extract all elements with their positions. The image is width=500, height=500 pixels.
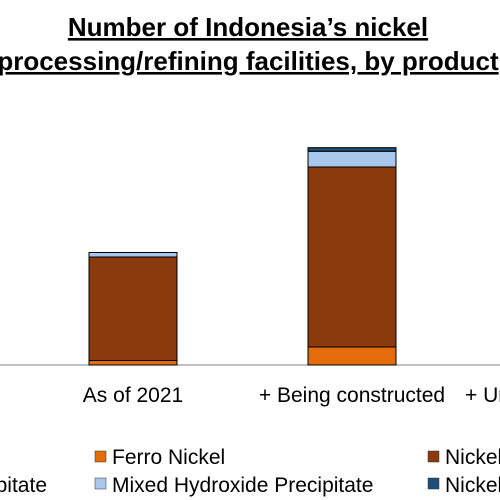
legend-label-clipped-left: ecipitate bbox=[0, 474, 47, 497]
chart-title-line-1: Number of Indonesia’s nickel bbox=[68, 12, 428, 42]
chart-title-line-2: processing/refining facilities, by produ… bbox=[0, 46, 499, 76]
legend-item-nickel-matte: Nickel Matte bbox=[427, 474, 500, 497]
bars bbox=[88, 147, 397, 366]
category-labels: As of 2021 + Being constructed + Under p… bbox=[83, 384, 500, 407]
legend-swatch-nickel-pig-iron bbox=[427, 450, 440, 463]
bar-being-constructed-nickel-matte bbox=[307, 147, 397, 152]
legend-label-ferro-nickel: Ferro Nickel bbox=[112, 446, 225, 469]
bar-being-constructed-mixed-hydroxide-precipitate bbox=[307, 150, 397, 168]
bar-being-constructed-ferro-nickel bbox=[307, 346, 397, 366]
bar-being-constructed-nickel-pig-iron bbox=[307, 166, 397, 348]
legend-label-nickel-matte: Nickel Matte bbox=[445, 474, 500, 497]
legend-swatch-mixed-hydroxide-precipitate bbox=[94, 477, 107, 490]
legend-item-nickel-pig-iron: Nickel Pig Iron bbox=[427, 446, 500, 469]
bar-as-of-2021-nickel-pig-iron bbox=[88, 256, 178, 361]
category-label-being-constructed: + Being constructed bbox=[259, 384, 445, 407]
legend-label-mixed-hydroxide-precipitate: Mixed Hydroxide Precipitate bbox=[112, 474, 373, 497]
legend-swatch-nickel-matte bbox=[427, 477, 440, 490]
legend-label-nickel-pig-iron: Nickel Pig Iron bbox=[445, 446, 500, 469]
category-label-under-planning: + Under planning bbox=[465, 384, 500, 407]
legend: Ferro Nickel Nickel Pig Iron Mixed Hydro… bbox=[0, 446, 500, 497]
legend-item-mixed-hydroxide-precipitate: Mixed Hydroxide Precipitate bbox=[94, 474, 373, 497]
chart-title: Number of Indonesia’s nickel processing/… bbox=[0, 12, 499, 76]
bar-as-of-2021-mixed-hydroxide-precipitate bbox=[88, 252, 178, 258]
bar-as-of-2021-ferro-nickel bbox=[88, 360, 178, 366]
legend-item-ferro-nickel: Ferro Nickel bbox=[94, 446, 225, 469]
legend-item-clipped-left: ecipitate bbox=[0, 474, 47, 497]
legend-swatch-ferro-nickel bbox=[94, 450, 107, 463]
category-label-as-of-2021: As of 2021 bbox=[83, 384, 183, 407]
